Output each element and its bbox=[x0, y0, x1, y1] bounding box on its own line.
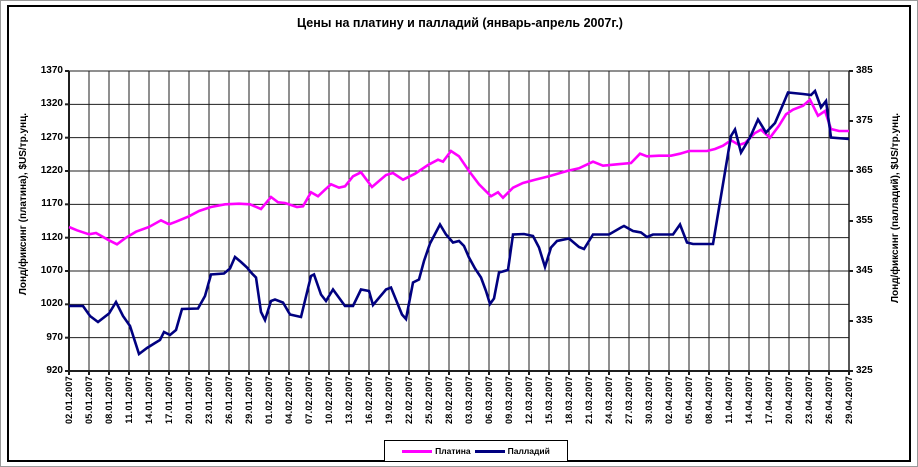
right-axis-tick-label: 345 bbox=[856, 265, 873, 276]
x-axis-tick-label: 11.01.2007 bbox=[124, 376, 134, 424]
x-axis-tick-label: 08.01.2007 bbox=[104, 376, 114, 425]
left-axis-tick-label: 1070 bbox=[40, 265, 63, 276]
x-axis-tick-label: 03.03.2007 bbox=[464, 376, 474, 425]
x-axis-tick-label: 08.04.2007 bbox=[704, 376, 714, 425]
right-axis-tick-label: 365 bbox=[856, 165, 873, 176]
x-axis-tick-label: 14.01.2007 bbox=[144, 376, 154, 425]
right-axis-tick-label: 325 bbox=[856, 365, 873, 376]
left-axis-tick-label: 1370 bbox=[40, 65, 63, 76]
x-axis-tick-label: 05.01.2007 bbox=[84, 376, 94, 425]
x-axis-tick-label: 27.03.2007 bbox=[624, 376, 634, 425]
right-axis-tick-label: 385 bbox=[856, 65, 873, 76]
x-axis-tick-label: 28.02.2007 bbox=[444, 376, 454, 425]
right-axis-tick-label: 375 bbox=[856, 115, 873, 126]
x-axis-tick-label: 26.01.2007 bbox=[224, 376, 234, 425]
palladium-line bbox=[69, 88, 850, 357]
x-axis-tick-label: 23.01.2007 bbox=[204, 376, 214, 425]
x-axis-tick-label: 20.01.2007 bbox=[184, 376, 194, 425]
x-axis-tick-label: 24.03.2007 bbox=[604, 376, 614, 425]
x-axis-tick-label: 26.04.2007 bbox=[824, 376, 834, 425]
x-axis-tick-label: 02.04.2007 bbox=[664, 376, 674, 425]
plot-area bbox=[65, 70, 853, 375]
x-axis-tick-label: 10.02.2007 bbox=[324, 376, 334, 425]
right-axis-tick-label: 335 bbox=[856, 315, 873, 326]
x-axis-tick-label: 06.03.2007 bbox=[484, 376, 494, 425]
x-axis-tick-label: 04.02.2007 bbox=[284, 376, 294, 425]
x-axis-tick-label: 25.02.2007 bbox=[424, 376, 434, 425]
left-axis-tick-label: 970 bbox=[46, 331, 63, 343]
left-axis-tick-label: 920 bbox=[46, 365, 63, 376]
x-axis-tick-label: 09.03.2007 bbox=[504, 376, 514, 425]
x-axis-tick-label: 02.01.2007 bbox=[64, 376, 74, 425]
x-axis-tick-label: 30.03.2007 bbox=[644, 376, 654, 425]
x-axis-tick-label: 16.02.2007 bbox=[364, 376, 374, 425]
left-axis-tick-label: 1270 bbox=[40, 131, 63, 143]
left-axis-tick-label: 1120 bbox=[41, 231, 63, 243]
left-axis-tick-label: 1320 bbox=[40, 98, 63, 110]
x-axis-tick-label: 07.02.2007 bbox=[304, 376, 314, 425]
legend-label-platinum: Платина bbox=[435, 446, 471, 456]
x-axis-tick-label: 13.02.2007 bbox=[344, 376, 354, 425]
x-axis-tick-label: 29.04.2007 bbox=[844, 376, 854, 425]
chart-title: Цены на платину и палладий (январь-апрел… bbox=[297, 16, 623, 30]
x-axis-tick-label: 21.03.2007 bbox=[584, 376, 594, 425]
x-axis-tick-label: 19.02.2007 bbox=[384, 376, 394, 425]
platinum-line bbox=[68, 97, 849, 246]
x-axis-tick-label: 17.01.2007 bbox=[164, 376, 174, 425]
x-axis-tick-label: 05.04.2007 bbox=[684, 376, 694, 425]
x-axis-tick-label: 29.01.2007 bbox=[244, 376, 254, 425]
x-axis-tick-label: 15.03.2007 bbox=[544, 376, 554, 425]
right-axis-tick-label: 355 bbox=[856, 215, 873, 226]
x-axis-tick-label: 18.03.2007 bbox=[564, 376, 574, 425]
x-axis-tick-label: 12.03.2007 bbox=[524, 376, 534, 425]
platinum-line-swatch bbox=[402, 449, 433, 453]
x-axis-tick-label: 23.04.2007 bbox=[804, 376, 814, 425]
x-axis-tick-label: 14.04.2007 bbox=[744, 376, 754, 425]
palladium-line-swatch bbox=[474, 449, 505, 453]
left-axis-tick-label: 1170 bbox=[41, 198, 63, 210]
x-axis-tick-label: 22.02.2007 bbox=[404, 376, 414, 425]
x-axis-tick-label: 17.04.2007 bbox=[764, 376, 774, 425]
left-axis-tick-label: 1020 bbox=[40, 298, 63, 310]
legend: Платина Палладий bbox=[384, 440, 568, 462]
legend-item-platinum: Платина bbox=[402, 446, 471, 456]
x-axis-tick-label: 11.04.2007 bbox=[724, 376, 734, 424]
x-axis-tick-label: 01.02.2007 bbox=[264, 376, 274, 425]
legend-item-palladium: Палладий bbox=[474, 446, 550, 456]
left-axis-tick-label: 1220 bbox=[40, 165, 63, 176]
legend-label-palladium: Палладий bbox=[507, 446, 550, 456]
x-axis-tick-label: 20.04.2007 bbox=[784, 376, 794, 425]
